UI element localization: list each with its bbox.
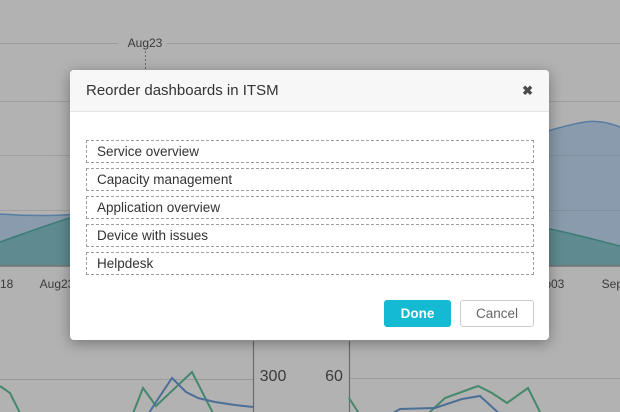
- cancel-button[interactable]: Cancel: [460, 300, 534, 327]
- crosshair-label: Aug23: [128, 36, 163, 50]
- dialog-header: Reorder dashboards in ITSM ✖: [70, 70, 549, 112]
- reorder-item-application-overview[interactable]: Application overview: [86, 196, 534, 219]
- stat-values: 300 60: [260, 368, 343, 385]
- x-tick-aug18: Aug18: [0, 277, 14, 291]
- left-blue-line: [148, 376, 254, 412]
- reorder-item-device-with-issues[interactable]: Device with issues: [86, 224, 534, 247]
- x-tick-aug23: Aug23: [40, 277, 75, 291]
- stat-value-60: 60: [325, 368, 343, 385]
- bottom-charts: 300 60: [0, 341, 620, 412]
- bottom-gridlines: [0, 378, 620, 380]
- reorder-item-service-overview[interactable]: Service overview: [86, 140, 534, 163]
- dialog-footer: Done Cancel: [70, 280, 549, 327]
- done-button[interactable]: Done: [384, 300, 451, 327]
- dialog-title: Reorder dashboards in ITSM: [86, 82, 279, 99]
- left-green-line: [0, 370, 214, 412]
- x-tick-sep08: Sep08: [602, 277, 620, 291]
- reorder-item-helpdesk[interactable]: Helpdesk: [86, 252, 534, 275]
- close-icon[interactable]: ✖: [522, 83, 533, 98]
- reorder-list: Service overview Capacity management App…: [70, 112, 549, 275]
- reorder-dashboards-dialog: Reorder dashboards in ITSM ✖ Service ove…: [70, 70, 549, 340]
- right-blue-line: [392, 394, 500, 412]
- reorder-item-capacity-management[interactable]: Capacity management: [86, 168, 534, 191]
- right-green-line: [348, 384, 542, 412]
- stat-value-300: 300: [260, 368, 287, 385]
